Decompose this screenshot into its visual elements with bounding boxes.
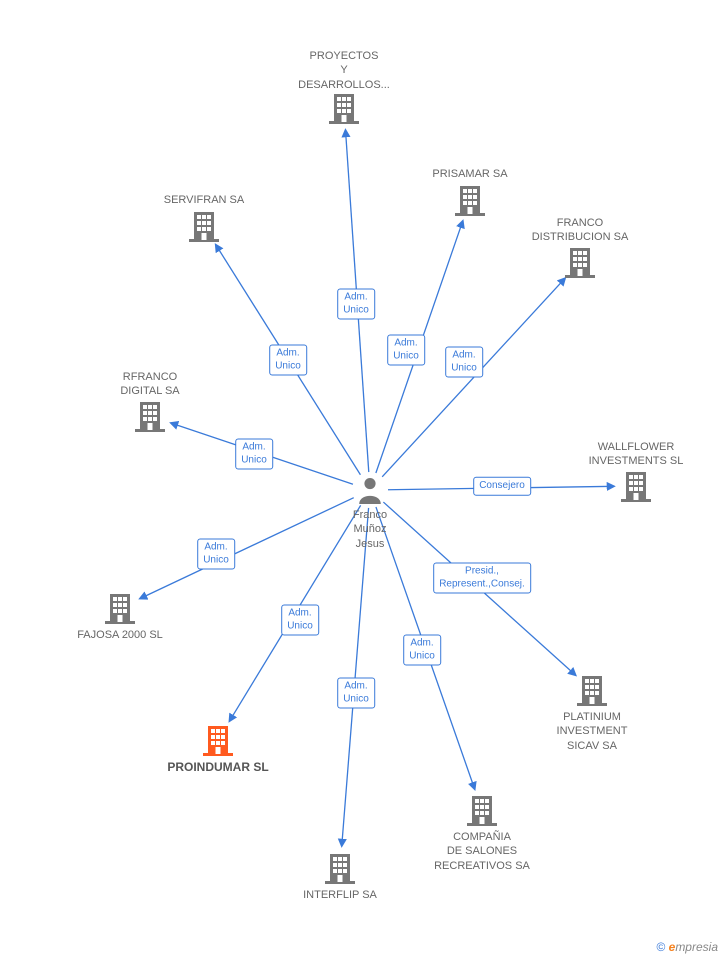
node-label: SERVIFRAN SA bbox=[164, 193, 245, 207]
edge-label: Consejero bbox=[473, 477, 531, 496]
copyright-symbol: © bbox=[656, 940, 665, 954]
copyright: © empresia bbox=[656, 940, 718, 954]
building-icon bbox=[105, 592, 135, 624]
building-icon bbox=[325, 852, 355, 884]
center-node-label: Franco Muñoz Jesus bbox=[353, 508, 387, 551]
node-label: WALLFLOWER INVESTMENTS SL bbox=[589, 440, 684, 469]
edge-label: Adm. Unico bbox=[387, 335, 425, 366]
node-label: FAJOSA 2000 SL bbox=[77, 628, 163, 642]
node-label: INTERFLIP SA bbox=[303, 888, 377, 902]
building-icon bbox=[189, 210, 219, 242]
edge-label: Adm. Unico bbox=[337, 289, 375, 320]
node-label: PLATINIUM INVESTMENT SICAV SA bbox=[557, 710, 628, 753]
building-icon bbox=[203, 724, 233, 756]
node-label: PROINDUMAR SL bbox=[167, 760, 268, 776]
edge-label: Adm. Unico bbox=[235, 439, 273, 470]
building-icon bbox=[621, 470, 651, 502]
node-label: RFRANCO DIGITAL SA bbox=[120, 370, 179, 399]
edge-label: Adm. Unico bbox=[337, 678, 375, 709]
building-icon bbox=[329, 92, 359, 124]
building-icon bbox=[577, 674, 607, 706]
node-label: FRANCO DISTRIBUCION SA bbox=[532, 216, 629, 245]
edge-label: Adm. Unico bbox=[269, 345, 307, 376]
brand-rest: mpresia bbox=[675, 940, 718, 954]
building-icon bbox=[467, 794, 497, 826]
edge-label: Adm. Unico bbox=[403, 635, 441, 666]
node-label: PRISAMAR SA bbox=[432, 167, 507, 181]
building-icon bbox=[455, 184, 485, 216]
edge-label: Adm. Unico bbox=[281, 605, 319, 636]
edge-label: Adm. Unico bbox=[445, 347, 483, 378]
building-icon bbox=[135, 400, 165, 432]
node-label: COMPAÑIA DE SALONES RECREATIVOS SA bbox=[434, 830, 530, 873]
person-icon bbox=[357, 476, 383, 504]
edge-label: Presid., Represent.,Consej. bbox=[433, 563, 531, 594]
building-icon bbox=[565, 246, 595, 278]
node-label: PROYECTOS Y DESARROLLOS... bbox=[298, 49, 390, 92]
edge-label: Adm. Unico bbox=[197, 539, 235, 570]
